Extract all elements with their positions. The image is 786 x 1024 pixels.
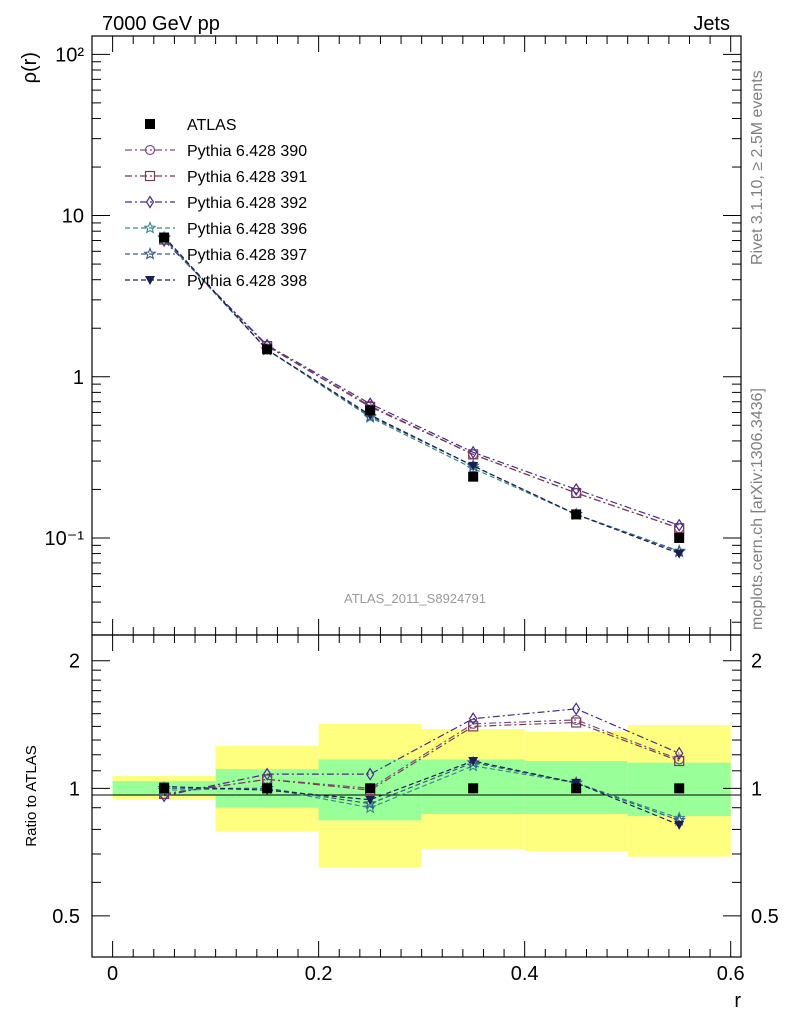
main-y-tick-label: 10	[62, 206, 84, 228]
ratio-series-point-2	[365, 767, 375, 781]
ratio-panel: 0.5 0.5 1 1 2 2	[52, 634, 779, 958]
ratio-series-point-3	[363, 800, 377, 814]
main-series-point-5	[468, 461, 479, 471]
legend-marker-2	[145, 195, 155, 209]
ratio-data-point	[262, 783, 273, 794]
legend-marker-1	[144, 170, 156, 182]
data-point	[674, 532, 685, 543]
main-series-point-5	[674, 549, 685, 559]
ratio-series-point-1	[571, 717, 582, 728]
x-tick-label: 0	[107, 963, 118, 985]
ratio-series-point-5	[468, 757, 479, 767]
ratio-series-line-1	[164, 721, 680, 795]
ratio-series-point-5	[365, 795, 376, 805]
legend-label-3: Pythia 6.428 396	[187, 221, 307, 238]
legend-label-1: Pythia 6.428 391	[187, 169, 307, 186]
main-series-point-1	[571, 487, 582, 499]
legend-marker-5	[145, 276, 155, 285]
ratio-series-point-3	[672, 811, 686, 824]
ratio-y-tick-label-right: 0.5	[751, 906, 779, 928]
ratio-series-line-4	[164, 761, 680, 821]
main-series-line-5	[163, 236, 680, 555]
data-point	[159, 232, 170, 243]
ratio-y-tick-label: 2	[69, 651, 80, 673]
main-series-point-1	[674, 523, 685, 534]
data-point	[365, 405, 376, 416]
main-y-tick-label: 1	[73, 367, 84, 389]
source-label: mcplots.cern.ch [arXiv:1306.3436]	[749, 388, 766, 630]
ratio-series-point-2	[468, 712, 478, 726]
legend-label-0: Pythia 6.428 390	[187, 143, 307, 160]
legend-marker-atlas	[145, 119, 155, 129]
ratio-y-tick-label: 0.5	[52, 906, 80, 928]
ratio-y-tick-label-right: 1	[751, 778, 762, 800]
main-panel: ATLAS_2011_S8924791 10⁻¹ 1 10 10² ATLAS Pyth…	[45, 35, 742, 636]
main-y-tick-label: 10²	[55, 44, 84, 66]
header-right: Jets	[693, 13, 730, 35]
data-point	[571, 509, 582, 520]
legend: ATLAS Pythia 6.428 390 Pythia 6.428 391 Pyt…	[125, 117, 307, 290]
ratio-series-point-2	[262, 767, 272, 781]
legend-marker-0	[144, 144, 156, 156]
ratio-data-point	[571, 783, 582, 794]
data-point	[262, 344, 273, 355]
ratio-series-line-5	[164, 760, 680, 826]
main-series-point-2	[571, 482, 581, 497]
legend-label-atlas: ATLAS	[187, 117, 237, 134]
x-tick-label: 0.4	[511, 963, 539, 985]
legend-marker-3	[143, 221, 157, 234]
ratio-data-point	[468, 783, 479, 794]
ratio-data-point	[159, 783, 170, 794]
main-y-label: ρ(r)	[19, 52, 41, 83]
ratio-data-point	[674, 783, 685, 794]
x-axis-label: r	[734, 990, 741, 1012]
legend-label-4: Pythia 6.428 397	[187, 247, 307, 264]
main-y-tick-label: 10⁻¹	[45, 528, 85, 550]
ratio-series-point-2	[674, 746, 684, 760]
ratio-data-point	[365, 783, 376, 794]
ratio-frame	[91, 634, 742, 958]
watermark: ATLAS_2011_S8924791	[344, 591, 486, 606]
ratio-series-point-2	[571, 702, 581, 716]
ratio-y-label: Ratio to ATLAS	[23, 745, 40, 846]
legend-label-5: Pythia 6.428 398	[187, 273, 307, 290]
ratio-series-point-4	[363, 796, 377, 810]
ratio-y-tick-label-right: 2	[751, 651, 762, 673]
ratio-series-line-2	[163, 708, 680, 797]
legend-label-2: Pythia 6.428 392	[187, 195, 307, 212]
ratio-y-tick-label: 1	[69, 778, 80, 800]
main-series-line-2	[163, 240, 680, 526]
ratio-series-point-1	[674, 755, 685, 767]
main-series-point-2	[674, 518, 684, 532]
header-left: 7000 GeV pp	[102, 13, 220, 35]
data-point	[468, 471, 479, 482]
rivet-label: Rivet 3.1.10, ≥ 2.5M events	[749, 70, 766, 265]
x-tick-label: 0.2	[305, 963, 333, 985]
main-series-point-2	[468, 445, 478, 459]
ratio-series-point-1	[468, 721, 479, 732]
legend-marker-4	[143, 247, 157, 260]
x-tick-label: 0.6	[717, 963, 745, 985]
ratio-series-point-5	[674, 820, 685, 830]
